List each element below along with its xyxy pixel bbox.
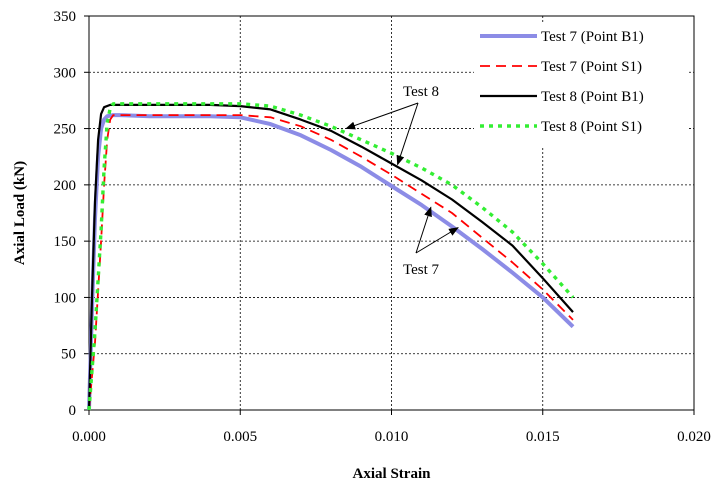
x-tick-label: 0.000	[72, 429, 106, 445]
series-line	[87, 113, 575, 411]
annotations: Test 8 Test 7	[345, 84, 459, 278]
annotation-arrow	[415, 206, 432, 254]
legend-label: Test 8 (Point S1)	[541, 119, 642, 135]
y-tick-label: 150	[54, 234, 77, 250]
annotation-arrow	[345, 102, 419, 130]
x-tick-label: 0.005	[223, 429, 257, 445]
x-axis-title: Axial Strain	[353, 466, 432, 482]
series-line	[87, 102, 575, 411]
series-line	[88, 114, 574, 411]
y-tick-label: 200	[54, 178, 77, 194]
x-tick-label: 0.010	[375, 429, 409, 445]
legend: Test 7 (Point B1) Test 7 (Point S1) Test 8…	[474, 22, 688, 147]
annotation-arrow	[396, 102, 419, 166]
series-line	[87, 103, 574, 411]
legend-label: Test 8 (Point B1)	[541, 89, 644, 105]
x-tick-label: 0.020	[677, 429, 711, 445]
x-tick-label: 0.015	[526, 429, 560, 445]
y-tick-label: 0	[69, 403, 77, 419]
annotation-label: Test 8	[403, 84, 439, 100]
y-tick-label: 100	[54, 290, 77, 306]
y-tick-label: 50	[61, 347, 76, 363]
y-tick-label: 300	[54, 65, 77, 81]
axis-ticks: 0.000 0.005 0.010 0.015 0.020 0 50 100 150 200 250…	[54, 9, 711, 445]
annotation-arrow	[415, 227, 459, 254]
legend-label: Test 7 (Point S1)	[541, 59, 642, 75]
legend-label: Test 7 (Point B1)	[541, 29, 644, 45]
y-tick-label: 350	[54, 9, 77, 25]
annotation-label: Test 7	[403, 262, 440, 278]
y-axis-title: Axial Load (kN)	[12, 161, 28, 265]
series-lines	[87, 102, 575, 411]
y-tick-label: 250	[54, 122, 77, 138]
